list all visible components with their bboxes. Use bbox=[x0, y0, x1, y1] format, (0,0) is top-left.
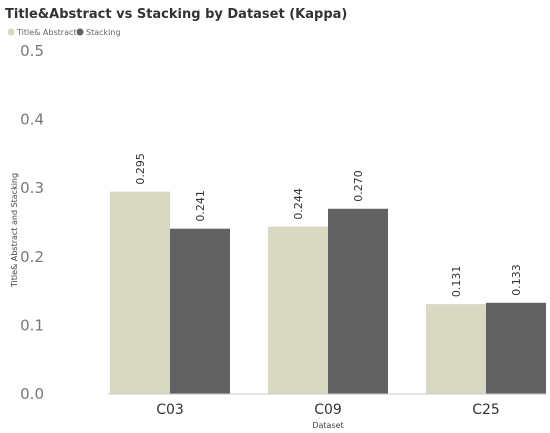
legend-swatch-stacking bbox=[76, 28, 84, 36]
y-tick-label: 0.2 bbox=[20, 248, 44, 266]
legend-swatch-title-abstract bbox=[7, 28, 15, 36]
y-tick-label: 0.4 bbox=[20, 111, 44, 129]
legend-label-stacking: Stacking bbox=[86, 28, 121, 37]
y-tick-label: 0.3 bbox=[20, 179, 44, 197]
legend-label-title-abstract: Title& Abstract bbox=[16, 28, 77, 37]
x-category-label: C25 bbox=[472, 402, 500, 418]
bar-c03-title-abstract bbox=[110, 191, 170, 394]
data-label: 0.295 bbox=[134, 153, 147, 185]
bar-c25-title-abstract bbox=[426, 304, 486, 394]
bars bbox=[110, 191, 546, 394]
y-axis-ticks: 0.0 0.1 0.2 0.3 0.4 0.5 bbox=[20, 42, 44, 403]
y-axis-title: Title& Abstract and Stacking bbox=[10, 173, 19, 288]
data-label: 0.244 bbox=[292, 188, 305, 220]
legend: Title& Abstract Stacking bbox=[7, 28, 121, 37]
bar-c09-title-abstract bbox=[268, 226, 328, 394]
data-label: 0.133 bbox=[510, 264, 523, 296]
data-labels: 0.295 0.241 0.244 0.270 0.131 0.133 bbox=[134, 153, 523, 297]
data-label: 0.241 bbox=[194, 190, 207, 222]
chart-title: Title&Abstract vs Stacking by Dataset (K… bbox=[5, 7, 347, 22]
x-axis-categories: C03 C09 C25 bbox=[156, 402, 500, 418]
data-label: 0.270 bbox=[352, 170, 365, 202]
x-axis-title: Dataset bbox=[312, 421, 343, 430]
y-tick-label: 0.5 bbox=[20, 42, 44, 60]
y-tick-label: 0.0 bbox=[20, 385, 44, 403]
bar-c03-stacking bbox=[170, 228, 230, 394]
bar-c09-stacking bbox=[328, 208, 388, 394]
x-category-label: C03 bbox=[156, 402, 184, 418]
data-label: 0.131 bbox=[450, 266, 463, 298]
y-tick-label: 0.1 bbox=[20, 316, 44, 334]
x-category-label: C09 bbox=[314, 402, 342, 418]
bar-c25-stacking bbox=[486, 302, 546, 394]
